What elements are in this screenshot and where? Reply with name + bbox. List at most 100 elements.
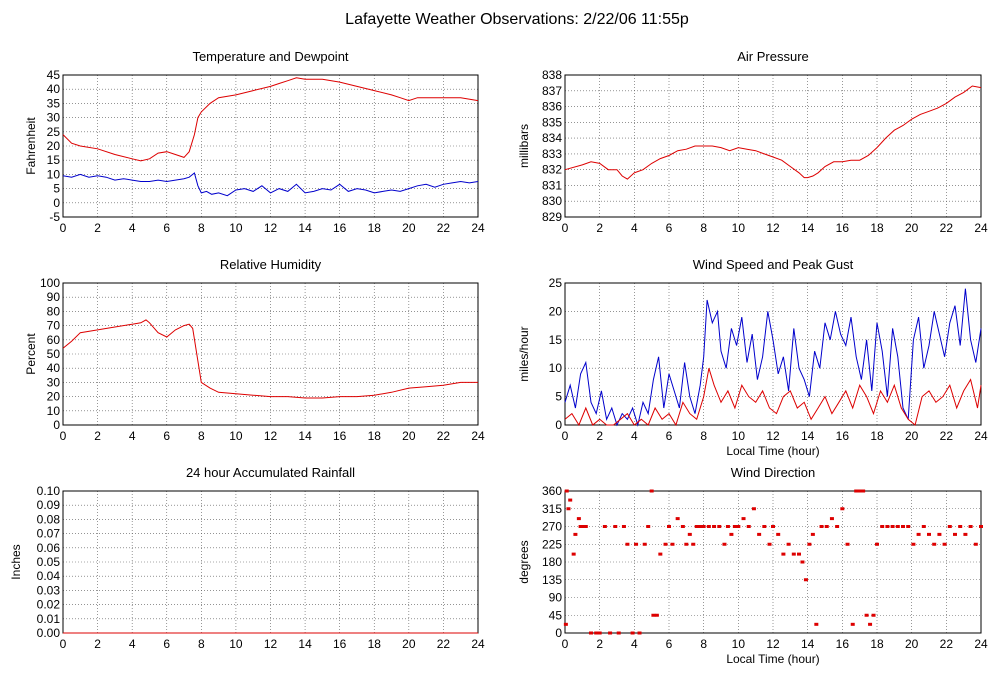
data-point [583,525,588,528]
y-tick-label: 0.02 [37,598,61,612]
y-tick-label: 135 [542,573,562,587]
data-point [573,532,578,536]
y-tick-label: 10 [47,167,61,181]
x-tick-label: 22 [940,429,954,443]
data-point [901,525,905,528]
y-axis-label: miles/hour [517,326,531,381]
plot-frame [62,74,479,218]
x-tick-label: 10 [229,637,243,651]
data-point [942,542,947,546]
y-tick-label: 831 [542,178,562,192]
data-point [691,542,696,546]
x-tick-label: 8 [700,637,707,651]
y-tick-label: 30 [47,375,61,389]
data-point [895,525,900,528]
data-point [819,525,824,528]
x-tick-label: 14 [801,221,815,235]
data-point [916,532,921,536]
data-point [630,631,635,635]
data-point [762,525,767,528]
data-point [829,517,834,521]
y-axis-label: Percent [24,333,38,375]
page-title: Lafayette Weather Observations: 2/22/06 … [345,11,689,28]
y-tick-label: 25 [47,125,61,139]
data-point [602,525,607,528]
y-tick-label: 0.08 [37,512,61,526]
x-tick-label: 0 [60,221,67,235]
x-tick-label: 12 [766,637,780,651]
x-tick-label: 16 [836,221,850,235]
data-point [937,532,942,536]
data-point [642,542,647,546]
y-tick-label: 0.09 [37,498,61,512]
data-point [646,525,651,528]
data-point [979,525,983,528]
x-tick-label: 2 [94,429,101,443]
y-tick-label: 60 [47,333,61,347]
data-point [963,532,968,536]
data-point [746,525,751,528]
x-tick-label: 24 [974,221,988,235]
y-tick-label: 80 [47,304,61,318]
data-point [563,622,568,626]
x-tick-label: 8 [198,637,205,651]
data-point [958,525,963,528]
x-tick-label: 16 [836,429,850,443]
y-tick-label: 0.10 [37,484,61,498]
data-point [698,525,703,528]
data-point [634,542,639,546]
data-point [568,498,573,502]
y-tick-label: 50 [47,347,61,361]
x-tick-label: 12 [264,221,278,235]
x-tick-label: 22 [437,429,451,443]
plot-frame [564,490,982,634]
data-point [803,578,808,582]
y-tick-label: 20 [47,390,61,404]
series-line-0 [564,85,982,180]
x-tick-label: 0 [562,637,569,651]
x-axis-label: Local Time (hour) [726,652,819,666]
data-point [968,525,973,528]
data-point [736,525,741,528]
data-point [911,542,916,546]
y-axis-label: Inches [9,544,23,579]
y-tick-label: 30 [47,111,61,125]
data-point [667,525,671,528]
data-point [566,507,571,511]
x-tick-label: 22 [437,637,451,651]
y-tick-label: 833 [542,147,562,161]
x-tick-label: 14 [298,221,312,235]
y-tick-label: 0.04 [37,569,61,583]
x-tick-label: 18 [870,637,884,651]
series-line-1 [62,172,479,197]
data-point [927,532,931,536]
x-tick-label: 16 [333,221,347,235]
y-axis-label: Fahrenheit [24,117,38,175]
y-tick-label: 90 [549,591,563,605]
plot-frame [62,282,479,426]
x-tick-label: 14 [801,429,815,443]
data-point [840,507,845,511]
x-tick-label: 10 [229,429,243,443]
data-point [875,542,879,546]
y-tick-label: 15 [549,333,563,347]
x-tick-label: 24 [471,637,485,651]
y-tick-label: 832 [542,163,562,177]
plot-frame [564,282,982,426]
data-point [814,622,819,626]
data-point [589,631,593,635]
y-tick-label: 40 [47,82,61,96]
data-point [580,525,585,528]
data-point [663,542,668,546]
x-tick-label: 2 [596,637,603,651]
x-tick-label: 14 [298,637,312,651]
data-point [890,525,895,528]
chart-title: Wind Speed and Peak Gust [693,257,854,272]
x-tick-label: 0 [60,429,67,443]
data-point [658,552,663,556]
